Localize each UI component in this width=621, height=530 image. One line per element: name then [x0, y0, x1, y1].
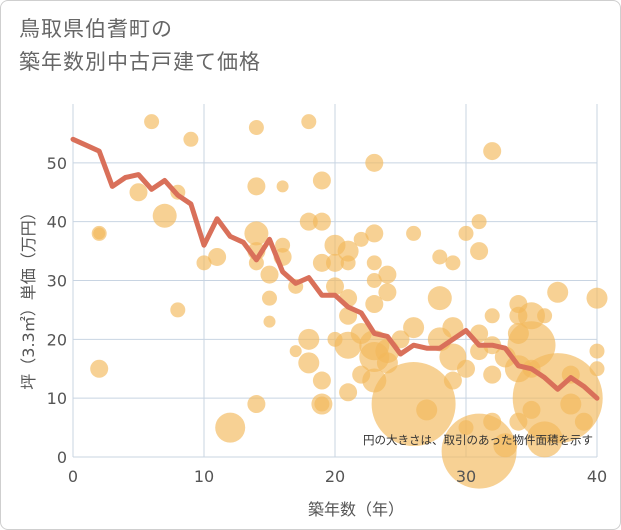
data-bubble [366, 255, 382, 271]
data-bubble [298, 328, 320, 350]
data-bubble [378, 265, 397, 284]
data-bubble [260, 265, 279, 284]
data-bubble [537, 308, 553, 324]
data-bubble [129, 183, 148, 202]
y-tick-label: 50 [47, 154, 67, 173]
data-bubble [483, 365, 502, 384]
data-bubble [365, 295, 384, 314]
chart-title-line-1: 鳥取県伯耆町の [19, 17, 173, 41]
data-bubble [152, 203, 177, 228]
x-axis-ticks: 0 10 20 30 40 [68, 467, 607, 486]
grid [72, 104, 598, 458]
data-bubble [365, 224, 384, 243]
data-bubble [301, 114, 317, 130]
y-axis-label: 坪（3.3㎡）単価（万円） [19, 204, 38, 389]
data-bubble [484, 308, 500, 324]
data-bubble [248, 255, 264, 271]
data-bubble [276, 180, 289, 193]
y-tick-label: 40 [47, 213, 67, 232]
data-bubble [574, 412, 593, 431]
y-tick-label: 20 [47, 330, 67, 349]
data-bubble [337, 240, 359, 262]
data-bubble [493, 433, 518, 458]
data-bubble [263, 315, 276, 328]
data-bubble [340, 255, 356, 271]
y-tick-label: 0 [57, 448, 67, 467]
data-bubble [366, 273, 382, 288]
trend-line-series [70, 136, 600, 401]
data-bubble [312, 371, 331, 390]
data-bubble [457, 359, 475, 378]
data-bubble [90, 359, 109, 378]
data-bubble [339, 383, 358, 402]
data-bubble [445, 255, 461, 271]
data-bubble [215, 412, 246, 443]
data-bubble [416, 399, 438, 421]
data-bubble [560, 393, 582, 415]
chart-title-line-2: 築年数別中古戸建て価格 [19, 50, 261, 74]
data-bubble [326, 253, 344, 272]
data-bubble [586, 287, 608, 309]
data-bubble [183, 131, 199, 147]
data-bubble [470, 242, 489, 261]
data-bubble [547, 281, 569, 303]
bubble-size-note: 円の大きさは、取引のあった物件面積を示す [363, 433, 593, 447]
x-tick-label: 0 [68, 467, 78, 486]
y-axis-ticks: 0 10 20 30 40 50 [47, 154, 67, 467]
data-bubble [93, 227, 106, 240]
data-bubble [427, 286, 452, 311]
data-bubble [144, 114, 160, 130]
data-bubble [262, 290, 277, 306]
data-bubble [353, 231, 369, 247]
x-tick-label: 40 [587, 467, 607, 486]
x-tick-label: 30 [456, 467, 476, 486]
data-bubble [312, 171, 331, 190]
data-bubble [312, 253, 331, 272]
x-tick-label: 20 [325, 467, 345, 486]
x-axis-label: 築年数（年） [308, 500, 404, 519]
x-tick-label: 10 [194, 467, 214, 486]
data-bubble [170, 302, 186, 318]
data-bubble [403, 317, 425, 339]
y-tick-label: 10 [47, 389, 67, 408]
data-bubble [378, 283, 397, 302]
data-bubble [589, 343, 605, 359]
data-bubble [312, 212, 331, 231]
data-bubble [483, 412, 502, 431]
data-bubble [371, 362, 456, 447]
data-bubble [326, 277, 344, 296]
data-bubble [289, 345, 302, 358]
data-bubble [244, 221, 269, 246]
data-bubble [248, 120, 264, 136]
data-bubble [483, 142, 502, 161]
data-bubble [441, 413, 517, 489]
data-bubble [471, 214, 487, 230]
data-bubble [196, 255, 212, 271]
chart-title: 鳥取県伯耆町の 築年数別中古戸建て価格 [19, 13, 261, 79]
data-bubble [247, 177, 266, 196]
data-bubble [299, 212, 318, 231]
data-bubble [298, 352, 320, 374]
data-bubble [432, 249, 448, 265]
data-bubble [443, 371, 462, 390]
data-bubble [589, 361, 605, 377]
data-bubble [458, 225, 474, 241]
data-bubble [365, 153, 384, 172]
average-price-line [70, 136, 600, 401]
data-bubble [314, 396, 330, 412]
data-bubble [406, 225, 422, 241]
data-bubble [247, 395, 266, 414]
y-tick-label: 30 [47, 272, 67, 291]
data-bubble [208, 247, 227, 266]
